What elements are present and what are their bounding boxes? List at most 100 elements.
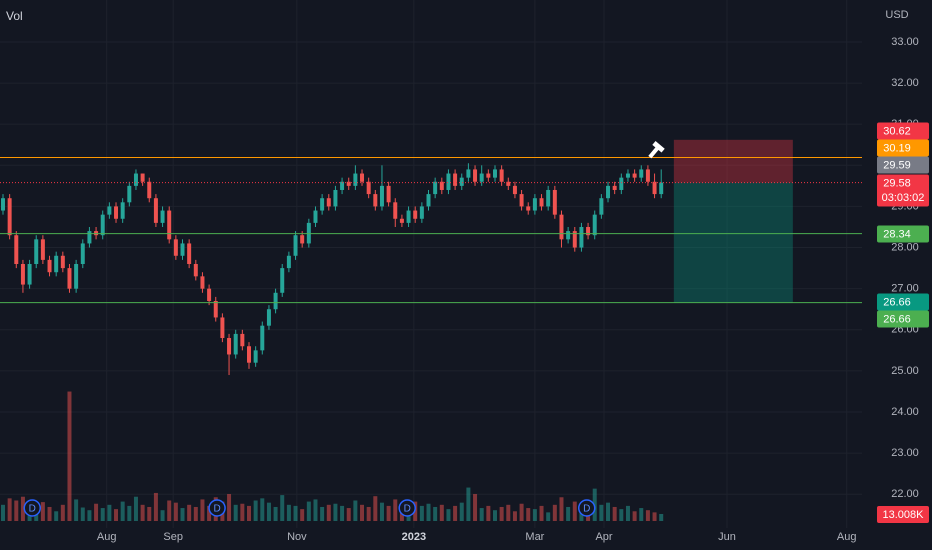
volume-bar <box>539 505 544 521</box>
candle-body <box>439 181 444 190</box>
price-badge <box>877 156 929 174</box>
candle-body <box>133 173 138 186</box>
candle-body <box>566 231 571 240</box>
price-badge <box>877 310 929 328</box>
candle-body <box>80 243 85 264</box>
candle-body <box>14 235 19 264</box>
candle-body <box>193 264 198 277</box>
candle-body <box>220 317 225 339</box>
candle-body <box>619 177 624 190</box>
candle-body <box>87 231 92 244</box>
candle-body <box>645 169 650 182</box>
y-tick-label: 27.00 <box>891 283 919 295</box>
volume-bar <box>419 505 424 521</box>
candle-body <box>120 202 125 219</box>
volume-bar <box>127 505 132 521</box>
candle-body <box>433 181 438 195</box>
volume-bar <box>100 508 105 521</box>
candle-body <box>413 210 418 219</box>
candle-body <box>419 206 424 219</box>
candle-body <box>67 268 72 289</box>
candle-body <box>100 214 105 236</box>
candle-body <box>453 173 458 186</box>
volume-bar <box>360 504 365 521</box>
x-tick-label: 2023 <box>402 531 426 543</box>
candle-body <box>114 206 119 219</box>
volume-bar <box>479 508 484 521</box>
volume-bar <box>506 504 511 521</box>
volume-bar <box>280 495 285 521</box>
candle-body <box>340 181 345 190</box>
price-badge-label: 26.66 <box>883 296 911 308</box>
volume-bar <box>67 391 72 521</box>
volume-bar <box>20 496 25 521</box>
candle-body <box>532 198 537 211</box>
candle-body <box>213 301 218 318</box>
candle-body <box>273 292 278 310</box>
volume-bar <box>572 501 577 521</box>
candle-body <box>373 194 378 207</box>
dividend-marker <box>208 499 226 517</box>
volume-bar <box>606 502 611 521</box>
volume-bar <box>446 509 451 521</box>
volume-bar <box>652 512 657 521</box>
dividend-label: D <box>213 504 220 515</box>
volume-bar <box>60 504 65 521</box>
candle-body <box>107 206 112 215</box>
volume-bar <box>180 508 185 521</box>
candle-body <box>459 177 464 186</box>
candle-body <box>140 173 145 182</box>
candle-body <box>320 198 325 211</box>
y-tick-label: 28.00 <box>891 241 919 253</box>
price-badge-label: 26.66 <box>883 313 911 325</box>
candle-body <box>393 202 398 219</box>
volume-bar <box>353 500 358 521</box>
volume-bar <box>486 505 491 521</box>
candle-body <box>639 169 644 178</box>
candle-body <box>632 173 637 178</box>
candle-body <box>386 185 391 203</box>
candle-body <box>360 173 365 182</box>
candle-body <box>127 185 132 203</box>
volume-bar <box>240 503 245 521</box>
candle-body <box>552 189 557 215</box>
candle-body <box>492 169 497 178</box>
dividend-label: D <box>29 504 36 515</box>
candle-body <box>399 218 404 223</box>
volume-bar <box>227 494 232 521</box>
volume-bar <box>14 500 19 521</box>
volume-bar <box>87 510 92 521</box>
currency: USD <box>885 9 908 21</box>
volume-bar <box>552 504 557 521</box>
volume-bar <box>300 509 305 521</box>
price-badge-label: 28.34 <box>883 228 911 240</box>
candle-body <box>479 173 484 182</box>
candle-body <box>300 235 305 244</box>
candle-body <box>167 210 172 240</box>
x-tick-label: Nov <box>287 531 307 543</box>
volume-bar <box>167 500 172 521</box>
candle-body <box>506 181 511 186</box>
candle-body <box>253 350 258 363</box>
x-tick-label: Sep <box>163 531 183 543</box>
candle-body <box>625 173 630 178</box>
volume-bar <box>253 500 258 521</box>
candle-body <box>346 181 351 186</box>
price-badge <box>877 225 929 243</box>
dividend-label: D <box>583 504 590 515</box>
volume-bar <box>54 511 59 521</box>
candle-body <box>539 198 544 207</box>
candle-body <box>187 243 192 264</box>
volume-bar <box>659 513 664 521</box>
price-badge-label: 30.62 <box>883 125 911 137</box>
volume-bar <box>373 496 378 521</box>
volume-bar <box>293 505 298 521</box>
volume-bar <box>526 508 531 521</box>
stop-zone <box>673 139 793 183</box>
candle-body <box>486 173 491 178</box>
volume-bar <box>80 507 85 521</box>
volume-bar <box>114 509 119 521</box>
candle-body <box>40 239 45 260</box>
